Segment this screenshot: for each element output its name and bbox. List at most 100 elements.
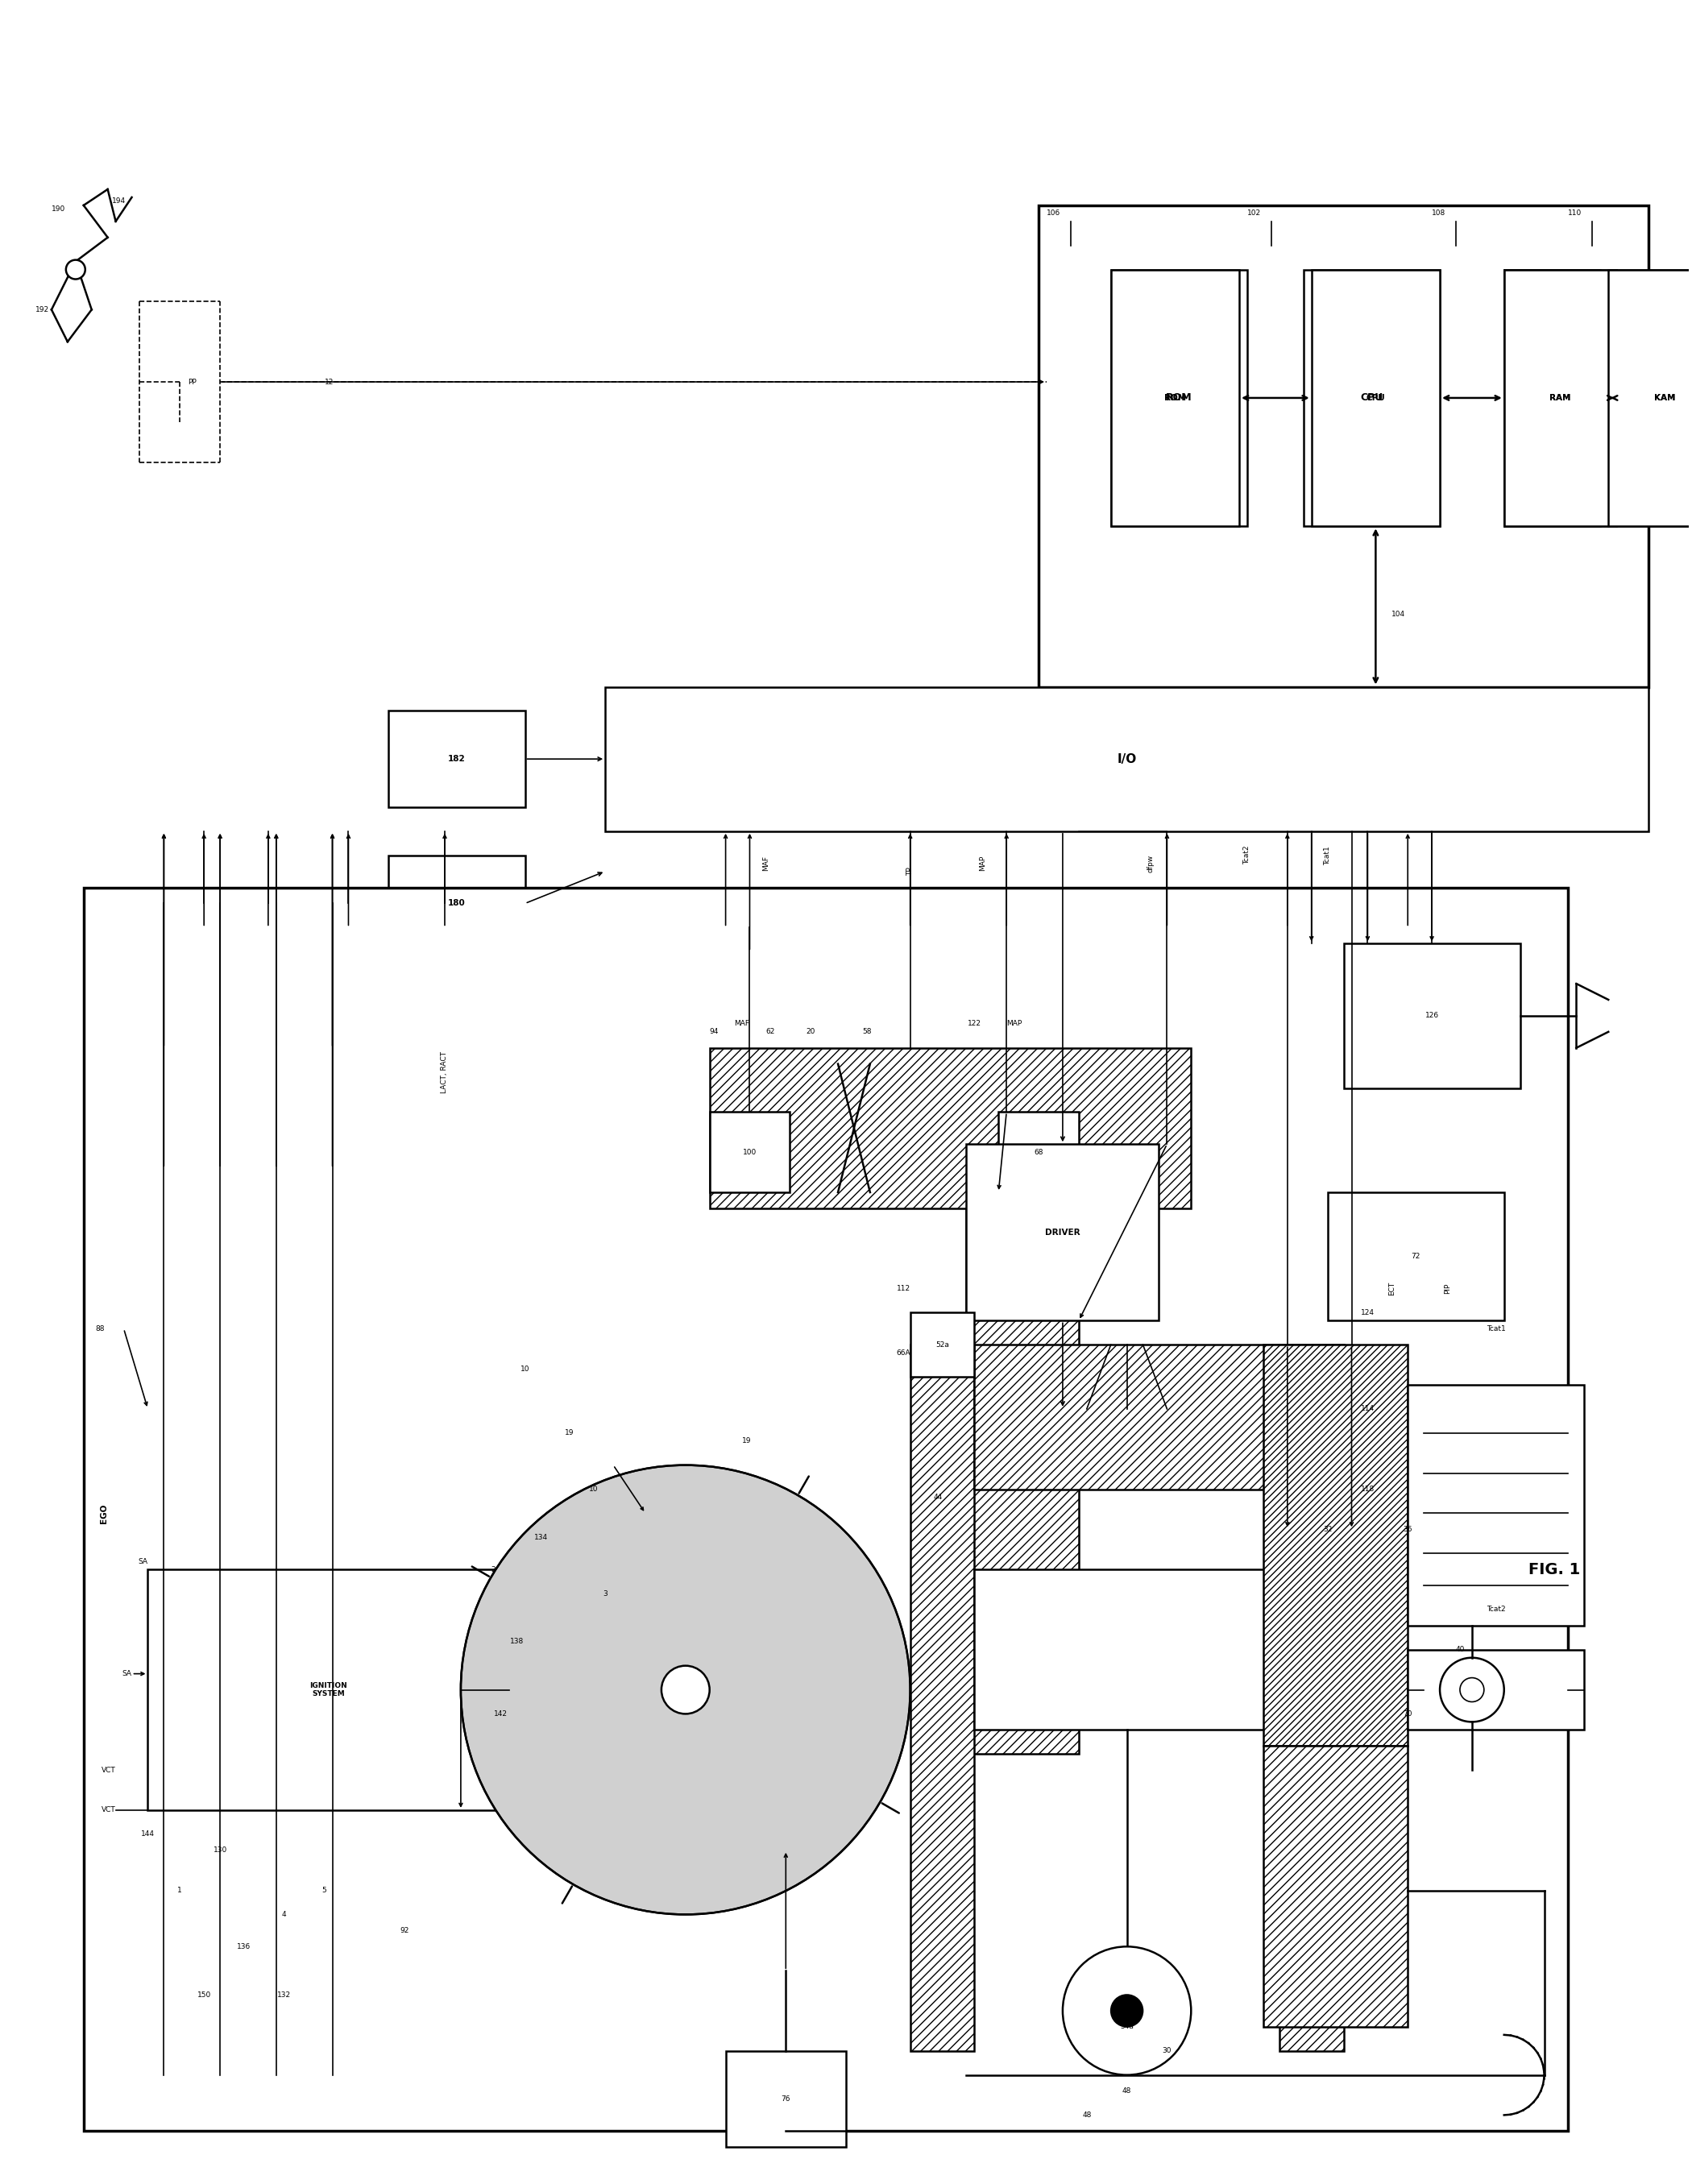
Text: 114: 114	[1360, 1404, 1374, 1413]
Bar	[975, 1345, 1279, 1489]
Text: 1: 1	[178, 1887, 183, 1894]
Text: SA: SA	[139, 1557, 147, 1566]
Bar	[966, 1208, 1079, 1754]
Text: 138: 138	[509, 1638, 525, 1645]
Circle shape	[662, 1666, 709, 1714]
Text: 192: 192	[36, 306, 49, 312]
Bar	[975, 1570, 1279, 1730]
Circle shape	[1460, 1677, 1484, 1701]
Bar	[1303, 269, 1440, 526]
Text: ROM: ROM	[1166, 393, 1193, 404]
Bar	[1504, 269, 1616, 526]
Text: Tcat1: Tcat1	[1487, 1326, 1506, 1332]
Text: 182: 182	[448, 756, 465, 762]
Text: 124: 124	[1360, 1308, 1374, 1317]
Bar	[1279, 1345, 1343, 2051]
Text: DRIVER: DRIVER	[1046, 1227, 1079, 1236]
Text: MAP: MAP	[1007, 1020, 1022, 1026]
Text: 94: 94	[709, 1029, 719, 1035]
Circle shape	[1440, 1658, 1504, 1721]
Text: Tcat2: Tcat2	[1244, 845, 1250, 865]
Bar	[83, 887, 1568, 2132]
Text: 40: 40	[1455, 1647, 1465, 1653]
Text: MAP: MAP	[978, 856, 986, 871]
Text: 110: 110	[1568, 210, 1582, 216]
Text: 134: 134	[535, 1533, 548, 1542]
Bar	[389, 710, 525, 808]
Text: 12: 12	[325, 378, 333, 387]
Text: VCT: VCT	[102, 1767, 115, 1773]
Text: 62: 62	[766, 1029, 775, 1035]
Text: KAM: KAM	[1655, 393, 1675, 402]
Bar	[726, 2051, 846, 2147]
Text: RAM: RAM	[1550, 393, 1570, 402]
Bar	[1504, 269, 1616, 526]
Text: 10: 10	[589, 1485, 599, 1494]
Bar	[709, 1112, 790, 1192]
Text: 70: 70	[1403, 1710, 1413, 1717]
Text: 126: 126	[1425, 1011, 1438, 1020]
Bar	[910, 1313, 975, 1376]
Text: 76: 76	[782, 2094, 790, 2103]
Text: 19: 19	[741, 1437, 751, 1444]
Bar	[998, 1112, 1079, 1192]
Text: EGO: EGO	[100, 1503, 108, 1522]
Text: PIP: PIP	[1445, 1284, 1452, 1293]
Bar	[966, 1144, 1159, 1321]
Bar	[1504, 269, 1601, 526]
Text: 100: 100	[743, 1149, 756, 1155]
Text: 30: 30	[1162, 2046, 1171, 2055]
Text: Tcat1: Tcat1	[1323, 845, 1332, 865]
Text: ECT: ECT	[1387, 1282, 1396, 1295]
Text: 3: 3	[602, 1590, 607, 1597]
Circle shape	[66, 260, 85, 280]
Text: 132: 132	[277, 1992, 291, 1998]
Text: 10: 10	[521, 1365, 530, 1372]
Text: 118: 118	[1360, 1485, 1374, 1494]
Text: 88: 88	[95, 1326, 105, 1332]
Text: MAF: MAF	[761, 856, 770, 871]
Bar	[1609, 269, 1692, 526]
Bar	[910, 1345, 975, 2051]
Text: MAF: MAF	[734, 1020, 750, 1026]
Text: 130: 130	[213, 1848, 227, 1854]
Text: I/O: I/O	[1117, 753, 1137, 764]
Text: PP: PP	[188, 378, 196, 387]
Text: dfpw: dfpw	[1147, 854, 1154, 871]
Text: IGNITION
SYSTEM: IGNITION SYSTEM	[310, 1682, 347, 1697]
Text: CPU: CPU	[1360, 393, 1382, 404]
Circle shape	[1112, 1994, 1142, 2027]
Text: 190: 190	[51, 205, 66, 212]
Text: 72: 72	[1411, 1254, 1420, 1260]
Text: 58: 58	[861, 1029, 871, 1035]
Text: 122: 122	[968, 1020, 981, 1026]
Bar	[1328, 1192, 1504, 1321]
Circle shape	[1063, 1946, 1191, 2075]
Text: 2: 2	[491, 1566, 496, 1572]
Bar	[1264, 1345, 1408, 1745]
Text: KAM: KAM	[1655, 393, 1675, 402]
Text: 19: 19	[565, 1428, 574, 1437]
Text: 108: 108	[1431, 210, 1445, 216]
Text: CPU: CPU	[1365, 393, 1386, 402]
Text: 104: 104	[1393, 612, 1406, 618]
Bar	[147, 1570, 509, 1811]
Bar	[1112, 269, 1239, 526]
Text: 112: 112	[897, 1284, 910, 1293]
Text: FIG. 1: FIG. 1	[1528, 1562, 1580, 1577]
Bar	[1408, 1649, 1584, 1730]
Text: 180: 180	[448, 900, 465, 909]
Text: 92: 92	[399, 1926, 409, 1935]
Bar	[1408, 1385, 1584, 1625]
Text: 66A: 66A	[897, 1350, 910, 1356]
Text: 44: 44	[934, 1494, 942, 1500]
Text: 48: 48	[1083, 2112, 1091, 2118]
Text: 142: 142	[494, 1710, 508, 1717]
Text: 68: 68	[1034, 1149, 1044, 1155]
Text: 48: 48	[1122, 2088, 1132, 2094]
Text: 106: 106	[1047, 210, 1061, 216]
Bar	[709, 1048, 1191, 1208]
Text: 32: 32	[1323, 1527, 1332, 1533]
Text: 54a: 54a	[1120, 2022, 1134, 2031]
Text: 4: 4	[283, 1911, 286, 1918]
